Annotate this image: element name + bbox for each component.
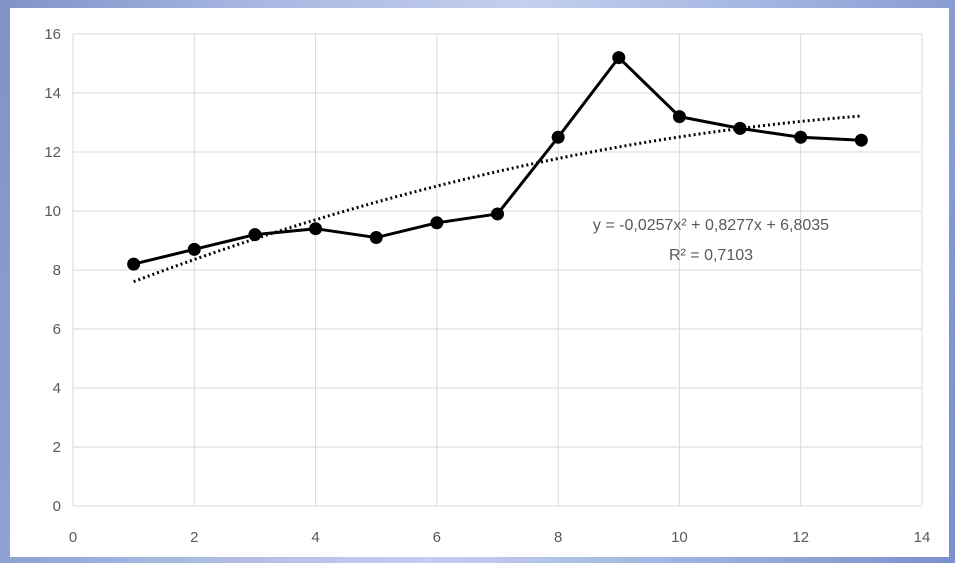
data-point — [794, 130, 808, 144]
grid-layer — [72, 33, 923, 507]
y-tick-label: 16 — [44, 26, 61, 43]
y-tick-label: 6 — [53, 321, 61, 338]
data-point — [369, 231, 383, 245]
x-tick-label: 4 — [311, 529, 319, 546]
x-tick-label: 2 — [190, 529, 198, 546]
data-point — [127, 257, 141, 271]
y-tick-label: 0 — [53, 498, 61, 515]
data-point — [309, 222, 323, 236]
data-point — [612, 51, 626, 65]
data-point — [187, 242, 201, 256]
x-tick-label: 14 — [914, 529, 931, 546]
trendline-equation: y = -0,0257x² + 0,8277x + 6,8035 — [593, 217, 829, 234]
x-tick-label: 6 — [433, 529, 441, 546]
y-tick-label: 8 — [53, 262, 61, 279]
chart-frame: 0 2 4 6 8 10 12 14 16 0 2 4 6 8 10 12 14 y = -0,0257x² +… — [10, 8, 949, 557]
data-point — [854, 133, 868, 147]
data-point — [248, 228, 262, 242]
y-tick-label: 12 — [44, 144, 61, 161]
series-layer — [127, 51, 868, 271]
annotation-layer: y = -0,0257x² + 0,8277x + 6,8035 R² = 0,… — [593, 217, 829, 264]
y-tick-label: 4 — [53, 380, 61, 397]
x-tick-label: 12 — [792, 529, 809, 546]
x-tick-label: 8 — [554, 529, 562, 546]
y-tick-label: 2 — [53, 439, 61, 456]
x-tick-label: 0 — [69, 529, 77, 546]
data-point — [672, 110, 686, 124]
x-tick-label: 10 — [671, 529, 688, 546]
y-tick-label: 10 — [44, 203, 61, 220]
chart-svg: 0 2 4 6 8 10 12 14 16 0 2 4 6 8 10 12 14 y = -0,0257x² +… — [44, 26, 930, 546]
data-point — [551, 130, 565, 144]
data-point — [430, 216, 444, 230]
y-tick-label: 14 — [44, 85, 61, 102]
data-point — [733, 121, 747, 135]
tick-labels: 0 2 4 6 8 10 12 14 16 0 2 4 6 8 10 12 14 — [44, 26, 930, 546]
data-point — [491, 207, 504, 221]
trendline-r-squared: R² = 0,7103 — [669, 247, 753, 264]
